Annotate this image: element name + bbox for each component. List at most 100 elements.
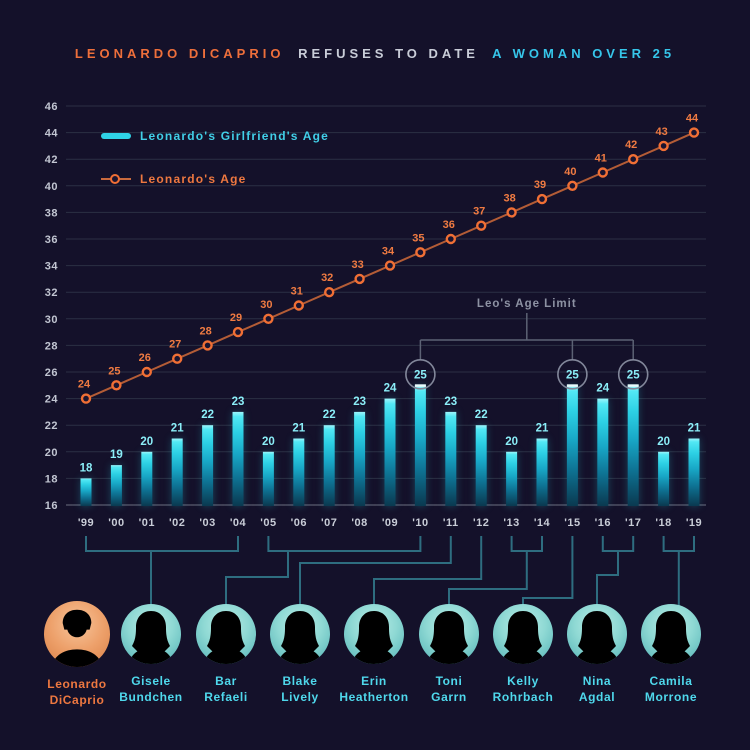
female-silhouette-icon: [641, 604, 701, 664]
erin-portrait-photo: [344, 604, 404, 664]
svg-text:24: 24: [384, 383, 397, 395]
legend-girlfriend-label: Leonardo's Girlfriend's Age: [140, 129, 330, 143]
svg-text:'04: '04: [230, 517, 247, 529]
title-leonardo: LEONARDO DICAPRIO: [74, 46, 285, 61]
svg-text:'99: '99: [78, 517, 94, 529]
toni-portrait-photo: [419, 604, 479, 664]
svg-text:'00: '00: [108, 517, 124, 529]
svg-text:34: 34: [382, 246, 395, 258]
svg-text:28: 28: [45, 340, 58, 352]
svg-text:'12: '12: [473, 517, 489, 529]
svg-text:22: 22: [45, 420, 58, 432]
svg-text:26: 26: [139, 352, 151, 364]
svg-text:25: 25: [566, 369, 579, 381]
svg-text:42: 42: [45, 154, 58, 166]
person-kelly-rohrbach: Kelly Rohrbach: [478, 604, 568, 705]
person-name: Leonardo DiCaprio: [47, 677, 107, 708]
svg-text:23: 23: [444, 396, 457, 408]
svg-text:'07: '07: [321, 517, 337, 529]
svg-text:'18: '18: [655, 517, 671, 529]
svg-text:'16: '16: [595, 517, 611, 529]
title-refuses: REFUSES TO DATE: [298, 46, 479, 61]
camila-portrait-photo: [641, 604, 701, 664]
female-silhouette-icon: [270, 604, 330, 664]
person-name: Kelly Rohrbach: [492, 674, 554, 705]
kelly-portrait-photo: [493, 604, 553, 664]
svg-text:'02: '02: [169, 517, 185, 529]
svg-text:40: 40: [45, 181, 58, 193]
svg-text:22: 22: [475, 409, 488, 421]
svg-text:18: 18: [80, 462, 93, 474]
svg-text:'19: '19: [686, 517, 702, 529]
blake-portrait-photo: [270, 604, 330, 664]
svg-text:29: 29: [230, 312, 242, 324]
svg-text:32: 32: [45, 287, 58, 299]
svg-text:21: 21: [292, 423, 305, 435]
person-name: Blake Lively: [281, 674, 319, 705]
male-silhouette-icon: [44, 601, 110, 667]
svg-text:19: 19: [110, 449, 123, 461]
svg-text:'10: '10: [412, 517, 428, 529]
svg-text:32: 32: [321, 272, 333, 284]
svg-text:46: 46: [45, 101, 58, 113]
page-title: LEONARDO DICAPRIO REFUSES TO DATE A WOMA…: [0, 46, 750, 61]
female-silhouette-icon: [344, 604, 404, 664]
svg-text:33: 33: [351, 259, 363, 271]
svg-text:20: 20: [140, 436, 153, 448]
svg-text:'01: '01: [139, 517, 155, 529]
person-name: Toni Garrn: [431, 674, 467, 705]
svg-text:31: 31: [291, 286, 303, 298]
svg-text:38: 38: [45, 207, 58, 219]
svg-text:23: 23: [232, 396, 245, 408]
svg-text:39: 39: [534, 179, 546, 191]
female-silhouette-icon: [567, 604, 627, 664]
svg-text:24: 24: [596, 383, 609, 395]
svg-text:21: 21: [688, 423, 701, 435]
svg-text:21: 21: [536, 423, 549, 435]
svg-text:'11: '11: [443, 517, 459, 529]
svg-text:20: 20: [262, 436, 275, 448]
svg-text:35: 35: [412, 232, 424, 244]
svg-text:27: 27: [169, 339, 181, 351]
svg-text:38: 38: [503, 192, 515, 204]
svg-text:'03: '03: [199, 517, 215, 529]
svg-text:Leo's Age Limit: Leo's Age Limit: [477, 298, 577, 310]
female-silhouette-icon: [121, 604, 181, 664]
bar-portrait-photo: [196, 604, 256, 664]
svg-text:22: 22: [323, 409, 336, 421]
person-name: Nina Agdal: [578, 674, 616, 705]
svg-text:42: 42: [625, 139, 637, 151]
svg-text:24: 24: [78, 379, 91, 391]
legend-leo-label: Leonardo's Age: [140, 172, 247, 186]
svg-text:20: 20: [657, 436, 670, 448]
svg-text:36: 36: [443, 219, 455, 231]
person-nina-agdal: Nina Agdal: [552, 604, 642, 705]
bar-swatch-icon: [101, 133, 131, 139]
nina-portrait-photo: [567, 604, 627, 664]
female-silhouette-icon: [419, 604, 479, 664]
svg-text:'14: '14: [534, 517, 551, 529]
title-woman-over-25: A WOMAN OVER 25: [492, 46, 676, 61]
svg-text:30: 30: [45, 314, 58, 326]
person-name: Erin Heatherton: [339, 674, 409, 705]
svg-text:20: 20: [505, 436, 518, 448]
person-bar-refaeli: Bar Refaeli: [181, 604, 271, 705]
svg-text:'08: '08: [351, 517, 367, 529]
svg-text:30: 30: [260, 299, 272, 311]
svg-text:26: 26: [45, 367, 58, 379]
leonardo-portrait-photo: [44, 601, 110, 667]
person-camila-morrone: Camila Morrone: [626, 604, 716, 705]
person-gisele-bundchen: Gisele Bundchen: [106, 604, 196, 705]
svg-text:'17: '17: [625, 517, 641, 529]
svg-text:23: 23: [353, 396, 366, 408]
person-blake-lively: Blake Lively: [255, 604, 345, 705]
person-name: Camila Morrone: [644, 674, 698, 705]
svg-text:37: 37: [473, 206, 485, 218]
person-toni-garrn: Toni Garrn: [404, 604, 494, 705]
line-swatch-icon: [101, 174, 131, 184]
svg-text:16: 16: [45, 500, 58, 512]
chart-legend: Leonardo's Girlfriend's Age Leonardo's A…: [101, 127, 329, 188]
svg-text:25: 25: [627, 369, 640, 381]
